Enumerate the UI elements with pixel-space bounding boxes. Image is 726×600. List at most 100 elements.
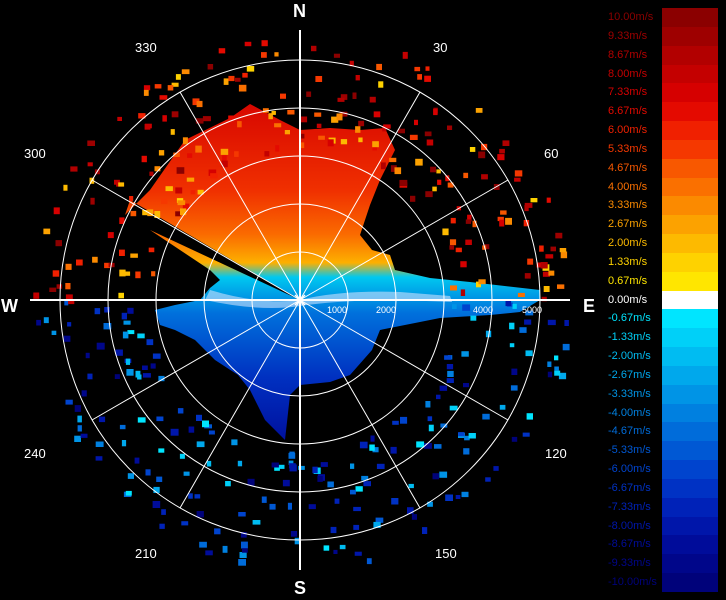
colorbar-row: -10.00m/s xyxy=(606,573,718,592)
colorbar-row: 4.00m/s xyxy=(606,177,718,197)
velocity-gate xyxy=(154,84,162,89)
compass-north: N xyxy=(293,1,306,21)
velocity-gate xyxy=(411,514,417,520)
velocity-gate xyxy=(399,179,408,187)
velocity-gate xyxy=(316,123,322,128)
colorbar-row: -3.33m/s xyxy=(606,384,718,404)
velocity-gate xyxy=(433,108,438,116)
colorbar-swatch xyxy=(662,8,718,27)
velocity-gate xyxy=(485,477,491,482)
velocity-gate xyxy=(483,244,490,250)
velocity-gate xyxy=(33,292,40,299)
colorbar-label: 8.67m/s xyxy=(608,48,648,61)
velocity-gate xyxy=(197,189,204,195)
colorbar-label: 10.00m/s xyxy=(608,11,654,23)
colorbar-label: -6.00m/s xyxy=(608,463,651,476)
colorbar-label: 7.33m/s xyxy=(608,86,648,99)
velocity-gate xyxy=(558,372,567,380)
velocity-gate xyxy=(373,111,381,118)
velocity-gate xyxy=(134,457,140,464)
velocity-gate xyxy=(381,162,386,170)
velocity-gate xyxy=(161,198,168,204)
velocity-gate xyxy=(417,74,422,80)
velocity-gate xyxy=(455,495,461,499)
velocity-gate xyxy=(463,448,470,455)
colorbar-label: -2.67m/s xyxy=(608,368,651,381)
velocity-gate xyxy=(118,292,124,299)
colorbar-swatch xyxy=(662,196,718,216)
colorbar-label: -7.33m/s xyxy=(608,500,651,513)
velocity-gate xyxy=(287,109,295,115)
velocity-gate xyxy=(460,261,467,268)
velocity-gate xyxy=(271,110,276,115)
velocity-gate xyxy=(239,552,247,558)
colorbar-row: 0.00m/s xyxy=(606,290,718,310)
velocity-gate xyxy=(135,271,141,279)
colorbar-label: -4.67m/s xyxy=(608,425,651,438)
velocity-gate xyxy=(432,473,439,480)
velocity-gate xyxy=(96,342,105,350)
velocity-gate xyxy=(137,417,146,423)
velocity-gate xyxy=(228,115,235,121)
velocity-gate xyxy=(350,489,356,495)
velocity-gate xyxy=(300,133,305,139)
velocity-gate xyxy=(77,415,82,423)
colorbar-row: -1.33m/s xyxy=(606,328,718,348)
velocity-gate xyxy=(170,428,179,436)
velocity-gate xyxy=(460,289,466,296)
velocity-gate xyxy=(240,532,247,538)
velocity-gate xyxy=(123,320,131,325)
colorbar-label: 4.67m/s xyxy=(608,161,648,174)
colorbar-row: 1.33m/s xyxy=(606,252,718,272)
colorbar-label: -1.33m/s xyxy=(608,331,651,344)
velocity-gate xyxy=(361,475,369,481)
velocity-gate xyxy=(181,69,190,75)
velocity-gate xyxy=(156,416,164,422)
colorbar-row: 0.67m/s xyxy=(606,271,718,291)
colorbar-swatch xyxy=(662,422,718,442)
velocity-gate xyxy=(63,184,68,191)
compass-east: E xyxy=(583,296,596,316)
velocity-gate xyxy=(277,464,285,469)
velocity-gate xyxy=(432,186,437,192)
velocity-gate xyxy=(353,524,360,530)
velocity-gate xyxy=(400,416,408,424)
velocity-gate xyxy=(127,473,134,479)
colorbar-label: 1.33m/s xyxy=(608,255,648,268)
radar-ppi-display xyxy=(30,30,570,570)
velocity-gate xyxy=(167,85,174,91)
velocity-gate xyxy=(327,139,334,147)
velocity-gate xyxy=(142,365,148,370)
velocity-gate xyxy=(65,294,73,300)
velocity-gate xyxy=(543,286,550,292)
colorbar-row: 8.67m/s xyxy=(606,45,718,65)
velocity-gate xyxy=(223,78,229,85)
velocity-gate xyxy=(425,66,430,71)
velocity-gate xyxy=(436,394,441,400)
velocity-gate xyxy=(55,240,62,247)
velocity-gate xyxy=(445,494,453,501)
velocity-gate xyxy=(383,124,391,129)
velocity-gate xyxy=(350,463,355,469)
colorbar-swatch xyxy=(662,365,718,385)
colorbar-row: 3.33m/s xyxy=(606,196,718,216)
colorbar-row: -6.00m/s xyxy=(606,460,718,479)
velocity-gate xyxy=(192,98,200,106)
colorbar-label: 0.00m/s xyxy=(608,293,648,306)
colorbar-row: 4.67m/s xyxy=(606,158,718,178)
velocity-gate xyxy=(210,173,218,179)
velocity-gate xyxy=(363,481,371,487)
velocity-gate xyxy=(114,179,120,185)
range-label-4000: 4000 xyxy=(473,305,494,315)
velocity-gate xyxy=(391,498,399,505)
colorbar-label: -6.67m/s xyxy=(608,481,651,494)
velocity-gate xyxy=(194,494,201,499)
velocity-gate xyxy=(188,493,193,499)
velocity-gate xyxy=(288,452,296,459)
velocity-gate xyxy=(235,77,241,82)
velocity-gate xyxy=(463,172,469,179)
velocity-gate xyxy=(444,355,452,360)
velocity-gate xyxy=(288,460,294,465)
velocity-gate xyxy=(280,93,286,99)
velocity-speckle-gates xyxy=(33,40,570,566)
